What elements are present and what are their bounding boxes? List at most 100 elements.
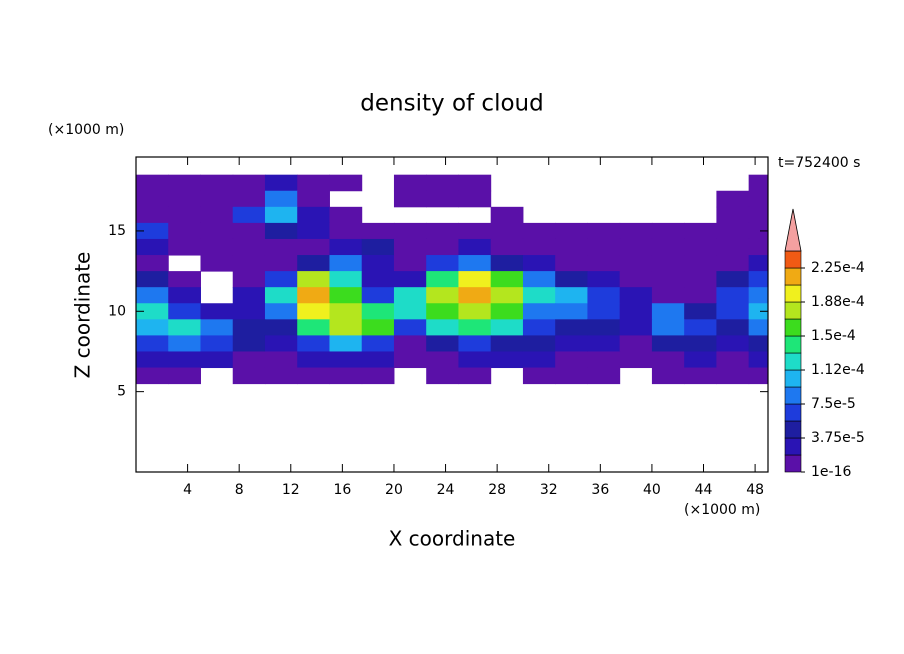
colorbar-band xyxy=(784,454,802,473)
contour-cell xyxy=(458,174,492,192)
contour-cell xyxy=(555,335,588,352)
contour-cell xyxy=(458,335,492,352)
contour-cell xyxy=(748,367,769,385)
x-tick-label: 24 xyxy=(437,482,455,498)
contour-cell xyxy=(232,319,266,336)
contour-cell xyxy=(684,303,717,320)
contour-cell xyxy=(361,351,395,369)
contour-cell xyxy=(426,335,459,352)
contour-cell xyxy=(458,319,492,336)
contour-cell xyxy=(393,335,427,352)
contour-cell xyxy=(426,351,459,369)
contour-cell xyxy=(168,271,201,288)
contour-cell xyxy=(716,238,750,256)
contour-cell xyxy=(490,351,524,369)
contour-cell xyxy=(297,174,330,192)
contour-cell xyxy=(619,335,653,352)
contour-cell xyxy=(651,255,685,272)
contour-cell xyxy=(264,351,298,369)
contour-cell xyxy=(297,190,330,208)
contour-cell xyxy=(264,287,298,304)
x-tick-label: 8 xyxy=(235,482,244,498)
contour-cell xyxy=(361,335,395,352)
contour-cell xyxy=(555,351,588,369)
y-tick-label: 10 xyxy=(108,303,126,319)
contour-cell xyxy=(264,303,298,320)
contour-cell xyxy=(329,335,363,352)
contour-cell xyxy=(748,351,769,369)
contour-cell xyxy=(555,255,588,272)
contour-cell xyxy=(748,206,769,224)
contour-cell xyxy=(684,222,717,240)
x-tick-label: 32 xyxy=(540,482,558,498)
contour-cell xyxy=(522,238,556,256)
contour-cell xyxy=(716,255,750,272)
contour-cell xyxy=(716,222,750,240)
colorbar-tick-label: 7.5e-5 xyxy=(811,396,856,412)
contour-cell xyxy=(619,255,653,272)
contour-cell xyxy=(426,319,459,336)
contour-cell xyxy=(587,238,621,256)
contour-cell xyxy=(329,255,363,272)
contour-cell xyxy=(748,303,769,320)
contour-cell xyxy=(426,271,459,288)
contour-cell xyxy=(716,319,750,336)
y-unit: (×1000 m) xyxy=(48,122,124,138)
contour-cell xyxy=(168,190,201,208)
x-unit: (×1000 m) xyxy=(684,502,760,518)
colorbar-tick-label: 1.88e-4 xyxy=(811,294,865,310)
x-tick-label: 44 xyxy=(695,482,713,498)
contour-cell xyxy=(716,190,750,208)
contour-cell xyxy=(361,319,395,336)
colorbar-band xyxy=(784,352,802,371)
contour-cell xyxy=(361,303,395,320)
contour-cell xyxy=(297,367,330,385)
contour-cell xyxy=(200,238,234,256)
contour-cell xyxy=(200,206,234,224)
contour-cell xyxy=(297,222,330,240)
colorbar-band xyxy=(784,437,802,456)
contour-cell xyxy=(232,190,266,208)
x-axis-label: X coordinate xyxy=(389,527,516,551)
colorbar-band xyxy=(784,318,802,337)
contour-cell xyxy=(587,303,621,320)
contour-cell xyxy=(587,319,621,336)
contour-cell xyxy=(200,351,234,369)
contour-cell xyxy=(684,255,717,272)
contour-cell xyxy=(619,351,653,369)
contour-cell xyxy=(297,255,330,272)
contour-cell xyxy=(264,319,298,336)
contour-cell xyxy=(458,222,492,240)
contour-cell xyxy=(651,335,685,352)
contour-cell xyxy=(555,287,588,304)
contour-cell xyxy=(458,351,492,369)
contour-cell xyxy=(136,174,169,192)
contour-cell xyxy=(136,190,169,208)
contour-cell xyxy=(136,351,169,369)
contour-cell xyxy=(490,271,524,288)
contour-cell xyxy=(555,238,588,256)
contour-cell xyxy=(684,271,717,288)
contour-cell xyxy=(716,271,750,288)
contour-cell xyxy=(168,287,201,304)
contour-cell xyxy=(393,222,427,240)
contour-cell xyxy=(651,319,685,336)
contour-cell xyxy=(716,287,750,304)
contour-cell xyxy=(748,287,769,304)
contour-cell xyxy=(297,206,330,224)
contour-cell xyxy=(136,287,169,304)
contour-cell xyxy=(168,335,201,352)
contour-cell xyxy=(393,190,427,208)
contour-cell xyxy=(136,303,169,320)
contour-cell xyxy=(136,238,169,256)
contour-cell xyxy=(168,206,201,224)
x-tick-label: 4 xyxy=(183,482,192,498)
contour-cell xyxy=(587,367,621,385)
contour-cell xyxy=(426,238,459,256)
contour-cell xyxy=(232,222,266,240)
contour-cell xyxy=(361,287,395,304)
y-axis-label: Z coordinate xyxy=(71,252,95,379)
contour-cell xyxy=(555,319,588,336)
contour-cell xyxy=(297,319,330,336)
